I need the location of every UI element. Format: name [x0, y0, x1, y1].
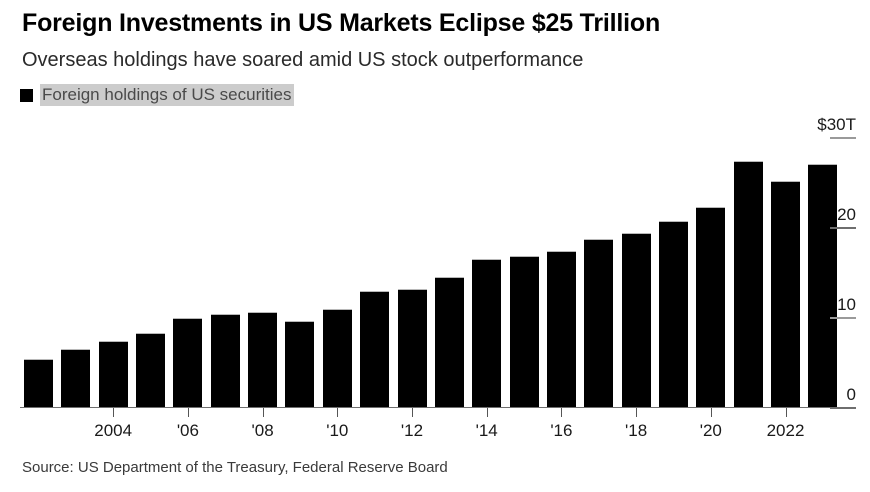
y-axis-label: 10 [837, 295, 856, 314]
x-axis-tick [710, 408, 712, 417]
x-axis-baseline [20, 407, 840, 408]
bar [61, 349, 91, 407]
bar [136, 333, 166, 407]
bar [733, 161, 763, 407]
bar [210, 314, 240, 407]
x-axis-tick [486, 408, 488, 417]
x-axis-label: '06 [176, 421, 199, 440]
y-axis-tick [830, 137, 856, 139]
page-subtitle: Overseas holdings have soared amid US st… [22, 49, 584, 71]
x-axis-tick [412, 408, 413, 417]
bar [546, 251, 576, 407]
x-axis-tick [113, 408, 115, 417]
bar [472, 259, 502, 407]
legend-label: Foreign holdings of US securities [40, 84, 295, 106]
y-axis-label: 20 [837, 205, 856, 224]
x-axis-tick [785, 408, 787, 417]
y-axis-tick [830, 227, 856, 229]
legend-swatch-icon [20, 88, 33, 102]
y-axis-label: 0 [846, 385, 856, 404]
bar [397, 289, 427, 407]
bar [658, 220, 688, 407]
bar [98, 341, 128, 407]
bar [584, 238, 614, 407]
x-axis-tick [187, 408, 189, 417]
y-axis-tick [830, 317, 856, 319]
page-title: Foreign Investments in US Markets Eclips… [22, 9, 661, 37]
y-axis-tick [830, 407, 856, 409]
x-axis-label: '14 [475, 421, 498, 440]
bar [173, 317, 203, 407]
bar [360, 290, 390, 407]
x-axis-label: 2004 [94, 421, 133, 440]
bar [285, 320, 315, 407]
bar [248, 311, 278, 407]
x-axis-label: '10 [326, 421, 349, 440]
bar [434, 277, 464, 407]
bar [696, 207, 726, 407]
x-axis-label: '12 [400, 421, 424, 440]
bar [24, 359, 53, 407]
bar [621, 233, 651, 407]
bar [322, 308, 352, 407]
x-axis-label: 2022 [766, 421, 805, 440]
bar [509, 255, 539, 407]
bar [808, 164, 838, 407]
chart-legend: Foreign holdings of US securities [20, 84, 295, 106]
x-axis-label: '16 [550, 421, 573, 440]
bar [771, 181, 800, 407]
x-axis-tick [262, 408, 264, 417]
x-axis-label: '20 [699, 421, 722, 440]
y-axis-label: $30T [817, 115, 856, 134]
source-note: Source: US Department of the Treasury, F… [22, 459, 448, 476]
x-axis-tick [337, 408, 339, 417]
x-axis-tick [561, 408, 563, 417]
x-axis-label: '08 [251, 421, 274, 440]
x-axis-label: '18 [625, 421, 648, 440]
x-axis-tick [636, 408, 638, 417]
